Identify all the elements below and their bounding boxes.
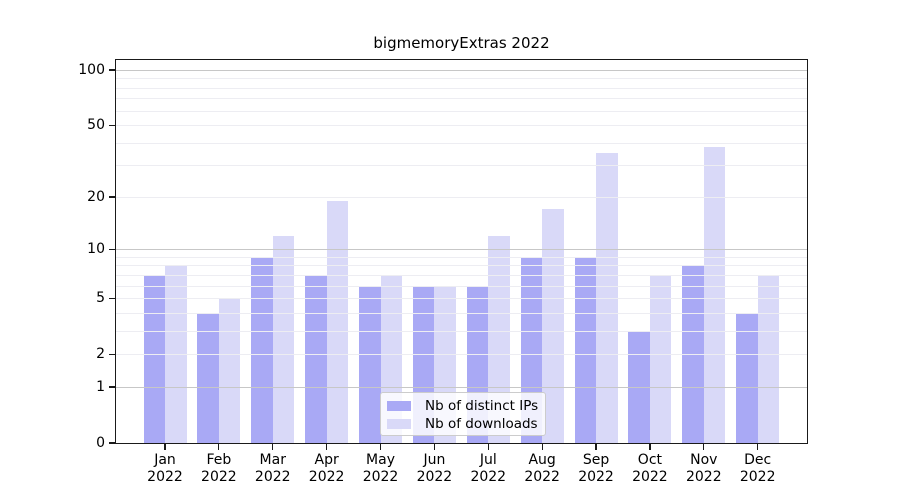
legend-swatch-distinct-ips-icon (387, 401, 411, 411)
y-tick-mark (109, 124, 115, 126)
x-tick-label: Feb 2022 (201, 452, 237, 485)
y-tick-mark (109, 386, 115, 388)
x-tick-mark (379, 444, 382, 450)
bar-downloads (488, 235, 510, 443)
gridline (116, 110, 807, 112)
gridline (116, 354, 807, 356)
bar-downloads (272, 235, 295, 443)
gridline (116, 142, 807, 144)
y-tick-mark (109, 248, 115, 250)
x-tick-mark (595, 444, 597, 450)
gridline (116, 285, 807, 287)
gridline (116, 125, 807, 127)
x-tick-mark (164, 444, 166, 450)
bar-downloads (326, 200, 349, 443)
x-tick-mark (487, 444, 489, 450)
bar-downloads (757, 274, 780, 443)
bar-downloads (596, 153, 618, 443)
x-tick-mark (433, 444, 435, 450)
bar-distinct-ips (359, 285, 381, 443)
chart-title: bigmemoryExtras 2022 (373, 34, 550, 52)
y-tick-mark (109, 297, 115, 299)
x-tick-mark (272, 444, 274, 450)
legend-label-distinct-ips: Nb of distinct IPs (425, 398, 539, 414)
bar-downloads (703, 146, 726, 443)
y-tick-mark (109, 196, 115, 198)
x-tick-label: Jun 2022 (416, 452, 453, 485)
y-tick-mark (109, 353, 115, 355)
gridline (116, 312, 807, 314)
gridline (116, 249, 807, 251)
x-tick-mark (218, 444, 220, 450)
gridline (116, 196, 807, 198)
x-tick-mark (757, 444, 759, 450)
y-tick-label: 1 (96, 378, 105, 395)
x-tick-label: Sep 2022 (578, 452, 614, 485)
bar-distinct-ips (736, 312, 758, 443)
x-tick-label: Oct 2022 (632, 452, 668, 485)
bar-downloads (649, 274, 672, 443)
bar-distinct-ips (305, 274, 327, 443)
x-tick-label: Apr 2022 (308, 452, 345, 485)
bar-downloads (218, 298, 241, 443)
x-tick-label: Aug 2022 (524, 452, 560, 485)
legend-label-downloads: Nb of downloads (425, 416, 538, 432)
gridline (116, 78, 807, 80)
bar-downloads (165, 265, 187, 443)
bar-downloads (542, 209, 564, 443)
x-tick-mark (541, 444, 543, 450)
x-tick-label: Dec 2022 (739, 452, 776, 485)
gridline (116, 274, 807, 276)
y-tick-label: 10 (87, 241, 105, 258)
y-tick-label: 2 (96, 346, 105, 363)
gridline (116, 87, 807, 89)
gridline (116, 70, 807, 71)
y-tick-mark (109, 442, 115, 444)
bar-distinct-ips (143, 274, 165, 443)
x-tick-mark (326, 444, 328, 450)
legend-swatch-downloads-icon (387, 419, 411, 429)
gridline (116, 256, 807, 258)
gridline (116, 330, 807, 332)
bar-distinct-ips (682, 265, 704, 443)
y-tick-mark (109, 69, 115, 71)
gridline (116, 298, 807, 300)
x-tick-label: Nov 2022 (685, 452, 722, 485)
bar-distinct-ips (574, 256, 597, 443)
legend-item-downloads: Nb of downloads (387, 416, 538, 432)
gridline (116, 265, 807, 267)
gridline (116, 98, 807, 100)
y-tick-label: 50 (87, 117, 105, 134)
bar-distinct-ips (251, 256, 273, 443)
x-tick-label: May 2022 (362, 452, 399, 485)
x-tick-mark (703, 444, 705, 450)
y-tick-label: 100 (78, 62, 105, 78)
bar-distinct-ips (197, 312, 219, 443)
gridline (116, 165, 807, 167)
gridline (116, 386, 807, 388)
y-tick-label: 0 (96, 435, 105, 451)
legend: Nb of distinct IPs Nb of downloads (380, 392, 546, 436)
x-tick-label: Jan 2022 (147, 452, 183, 485)
y-tick-label: 5 (96, 290, 105, 307)
x-tick-label: Jul 2022 (470, 452, 507, 485)
x-tick-label: Mar 2022 (254, 452, 291, 485)
x-tick-mark (649, 444, 651, 450)
legend-item-distinct-ips: Nb of distinct IPs (387, 398, 539, 414)
y-tick-label: 20 (87, 188, 105, 205)
